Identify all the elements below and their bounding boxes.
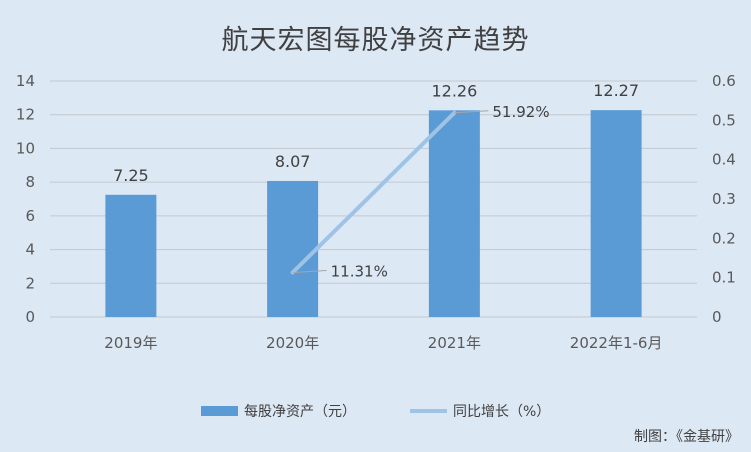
legend-label-line: 同比增长（%） (453, 404, 550, 420)
bar-2 (428, 110, 480, 318)
y-left-tick-1: 2 (25, 274, 35, 292)
bar-3 (590, 110, 642, 317)
bar-label-1: 8.07 (275, 152, 311, 171)
y-left-tick-2: 4 (25, 241, 35, 259)
y-left-tick-3: 6 (25, 207, 35, 225)
x-tick-1: 2020年 (266, 334, 319, 352)
bar-label-0: 7.25 (113, 166, 149, 185)
x-tick-2: 2021年 (428, 334, 481, 352)
y-right-tick-5: 0.5 (712, 111, 736, 129)
y-right-tick-2: 0.2 (712, 229, 736, 247)
bar-1 (267, 180, 319, 317)
y-left-tick-6: 12 (16, 106, 35, 124)
y-left-tick-5: 10 (16, 139, 35, 157)
legend-label-bar: 每股净资产（元） (244, 404, 356, 420)
y-right-tick-6: 0.6 (712, 72, 736, 90)
bar-label-2: 12.26 (431, 81, 477, 100)
x-tick-3: 2022年1-6月 (570, 334, 663, 352)
y-right-tick-4: 0.4 (712, 151, 736, 169)
y-left-tick-0: 0 (25, 308, 35, 326)
growth-line (290, 110, 457, 275)
y-left-tick-4: 8 (25, 173, 35, 191)
bar-label-3: 12.27 (593, 81, 639, 100)
line-label-leader-0 (292, 270, 327, 274)
source-credit: 制图：《金基研》 (634, 429, 739, 445)
y-right-tick-0: 0 (712, 308, 722, 326)
line-label-leader-1 (454, 110, 489, 114)
x-tick-0: 2019年 (104, 334, 157, 352)
y-left-tick-7: 14 (16, 72, 35, 90)
line-label-1: 51.92% (492, 103, 549, 121)
bar-0 (105, 194, 157, 317)
legend-swatch-bar (201, 406, 238, 416)
chart-title: 航天宏图每股净资产趋势 (221, 25, 530, 56)
y-right-tick-3: 0.3 (712, 190, 736, 208)
y-right-tick-1: 0.1 (712, 269, 736, 287)
line-label-0: 11.31% (331, 263, 388, 281)
